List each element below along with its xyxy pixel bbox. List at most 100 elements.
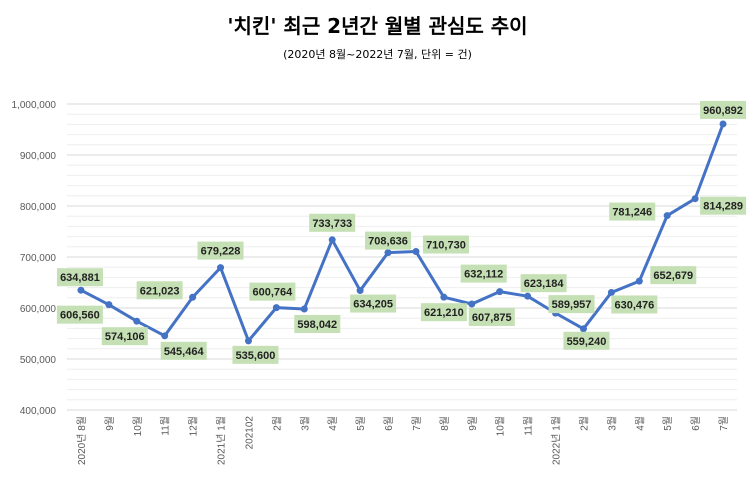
data-label: 535,600 [236, 350, 276, 362]
x-tick-label: 2월 [578, 416, 590, 431]
x-tick-label: 2022년 1월 [551, 416, 563, 465]
data-label: 634,881 [60, 272, 100, 284]
data-label-bg [700, 100, 747, 119]
data-point [189, 293, 197, 301]
data-label: 652,679 [653, 270, 693, 282]
y-tick-label: 800,000 [20, 202, 57, 213]
x-tick-label: 9월 [104, 416, 116, 431]
data-label-bg [56, 268, 103, 287]
chart-subtitle: (2020년 8월~2022년 7월, 단위 = 건) [283, 48, 472, 61]
x-tick-label: 6월 [690, 416, 702, 431]
data-label: 632,112 [464, 269, 503, 281]
x-tick-label: 4월 [327, 416, 339, 431]
data-point [412, 248, 420, 256]
y-tick-label: 1,000,000 [12, 100, 57, 111]
data-label: 630,476 [614, 299, 654, 311]
data-label: 710,730 [426, 240, 466, 252]
data-point [328, 236, 336, 244]
data-label-bg [460, 264, 507, 283]
chart-title: '치킨' 최근 2년간 월별 관심도 추이 [227, 14, 528, 38]
data-point [719, 120, 727, 128]
data-point [440, 293, 448, 301]
data-label-bg [520, 274, 567, 293]
x-tick-label: 10월 [495, 416, 507, 436]
data-label: 559,240 [567, 336, 607, 348]
data-point [300, 305, 308, 313]
y-tick-label: 700,000 [20, 253, 57, 264]
data-point [635, 277, 643, 285]
x-tick-label: 2020년 8월 [76, 416, 88, 465]
data-label: 589,957 [552, 299, 592, 311]
data-label: 733,733 [312, 218, 352, 230]
data-label-bg [468, 307, 515, 326]
data-point [524, 292, 532, 300]
data-point [496, 288, 504, 296]
data-label-bg [232, 345, 279, 364]
data-point [579, 325, 587, 333]
data-label-bg [160, 341, 207, 360]
data-label-bg [350, 294, 397, 313]
x-tick-label: 11월 [523, 416, 535, 436]
x-tick-label: 5월 [355, 416, 367, 431]
data-label: 621,023 [140, 285, 180, 297]
data-label-bg [548, 295, 595, 314]
data-label-bg [611, 295, 658, 314]
y-tick-label: 900,000 [20, 151, 57, 162]
x-tick-label: 6월 [383, 416, 395, 431]
data-point [217, 264, 225, 272]
x-tick-label: 7월 [411, 416, 423, 431]
x-tick-label: 2월 [271, 416, 283, 431]
data-label-bg [249, 282, 296, 301]
data-label: 600,764 [252, 287, 293, 299]
data-label-bg [650, 266, 697, 285]
data-point [468, 300, 476, 308]
data-point [663, 212, 671, 220]
data-label-bg [700, 196, 747, 215]
x-tick-label: 5월 [662, 416, 674, 431]
x-tick-label: 9월 [467, 416, 479, 431]
data-point [384, 249, 392, 257]
x-tick-label: 4월 [634, 416, 646, 431]
data-label-bg [609, 202, 656, 221]
data-label: 708,636 [368, 236, 408, 248]
data-point [161, 332, 169, 340]
data-label: 621,210 [424, 307, 464, 319]
data-label: 574,106 [105, 331, 145, 343]
data-label-bg [563, 331, 610, 350]
data-label: 598,042 [297, 319, 337, 331]
data-point [105, 301, 113, 309]
data-label: 606,560 [60, 310, 100, 322]
data-point [272, 304, 280, 312]
x-tick-label: 12월 [188, 416, 200, 436]
data-label-bg [197, 241, 244, 260]
data-label-bg [420, 303, 467, 322]
data-point [356, 287, 364, 295]
data-point [607, 288, 615, 296]
data-label-bg [294, 314, 341, 333]
data-label: 960,892 [703, 105, 743, 117]
data-point [244, 337, 252, 345]
data-point [133, 317, 141, 325]
x-tick-label: 10월 [132, 416, 144, 436]
data-label: 679,228 [201, 246, 241, 258]
data-label-bg [422, 235, 469, 254]
data-label-bg [365, 231, 412, 250]
x-tick-label: 11월 [160, 416, 172, 436]
x-tick-label: 3월 [299, 416, 311, 431]
data-label: 814,289 [703, 201, 743, 213]
data-label-bg [101, 327, 148, 346]
data-label: 634,205 [353, 299, 393, 311]
series-line [80, 123, 725, 343]
y-tick-label: 400,000 [20, 406, 57, 417]
data-point [77, 286, 85, 294]
data-point [691, 195, 699, 203]
y-tick-label: 600,000 [20, 304, 57, 315]
x-tick-label: 7월 [718, 416, 730, 431]
data-label: 781,246 [612, 207, 652, 219]
y-tick-label: 500,000 [20, 355, 57, 366]
x-tick-label: 3월 [606, 416, 618, 431]
x-tick-label: 202102 [244, 416, 255, 450]
data-label-bg [309, 213, 356, 232]
